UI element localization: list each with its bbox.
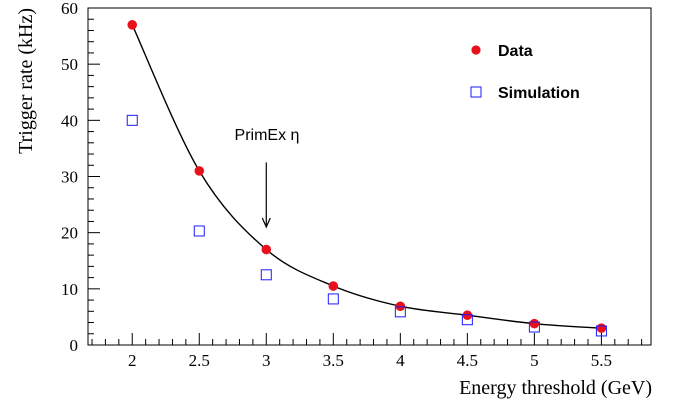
data-point — [529, 318, 540, 329]
y-tick-label: 50 — [61, 55, 78, 74]
data-point — [194, 166, 205, 176]
annotation-label: PrimEx η — [235, 127, 300, 144]
plot-frame — [87, 7, 652, 346]
x-tick-label: 2.5 — [189, 351, 210, 370]
legend: Data Simulation — [470, 43, 580, 102]
y-tick-label: 40 — [61, 111, 78, 130]
x-tick-label: 2 — [128, 351, 137, 370]
simulation-point — [193, 225, 205, 237]
data-point — [127, 20, 138, 30]
simulation-point — [595, 325, 607, 337]
data-point — [261, 244, 272, 255]
simulation-point — [461, 314, 473, 326]
simulation-point — [126, 114, 138, 126]
plot-area: 2 2.5 3 3.5 4 4.5 5 5.5 0 10 20 30 40 50 60 — [61, 0, 652, 370]
simulation-point — [528, 321, 540, 333]
x-tick-label: 3.5 — [323, 351, 344, 370]
data-point — [462, 310, 473, 321]
data-point — [596, 323, 607, 333]
data-point — [328, 281, 339, 291]
y-axis-title: Trigger rate (kHz) — [15, 8, 37, 154]
y-tick-label: 30 — [61, 168, 78, 187]
x-axis-title: Energy threshold (GeV) — [459, 377, 652, 399]
y-tick-label: 10 — [61, 280, 78, 299]
simulation-point — [394, 306, 406, 318]
x-tick-label: 5 — [530, 351, 539, 370]
x-tick-label: 5.5 — [591, 351, 612, 370]
y-tick-label: 20 — [61, 224, 78, 243]
legend-marker-data — [471, 45, 481, 55]
simulation-point — [327, 293, 339, 305]
data-point — [395, 301, 406, 312]
data-fit-line — [131, 24, 602, 329]
y-tick-label: 60 — [61, 0, 78, 18]
y-tick-label: 0 — [70, 336, 79, 355]
x-tick-label: 4.5 — [457, 351, 478, 370]
annotation-arrow-head — [261, 217, 271, 229]
x-tick-label: 4 — [396, 351, 405, 370]
simulation-point — [260, 269, 272, 281]
legend-label-simulation: Simulation — [498, 85, 580, 102]
legend-label-data: Data — [498, 43, 533, 60]
x-tick-label: 3 — [262, 351, 271, 370]
legend-marker-simulation — [470, 86, 482, 98]
